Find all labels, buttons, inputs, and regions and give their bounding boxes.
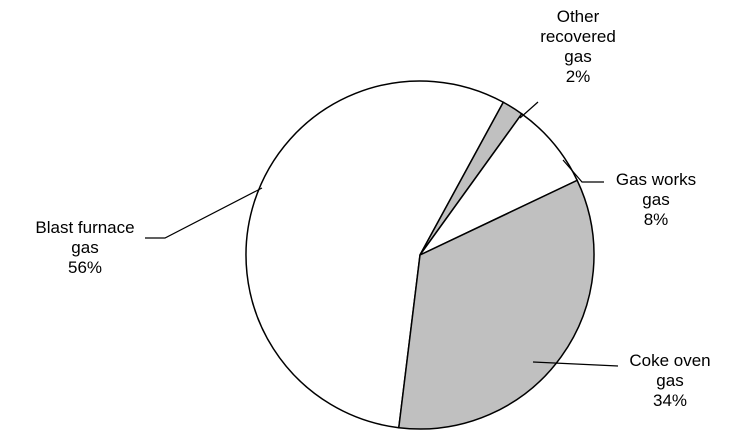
slice-name-line: Other bbox=[557, 7, 600, 26]
slice-label-2: Other recovered gas 2% bbox=[540, 7, 616, 86]
leader-line-4 bbox=[532, 361, 619, 367]
leader-lines bbox=[145, 101, 619, 367]
leader-line-3 bbox=[562, 159, 604, 183]
pie-slice-4 bbox=[397, 179, 595, 430]
slice-label-1: Blast furnace gas 56% bbox=[35, 218, 134, 277]
leader-line-2 bbox=[519, 101, 539, 119]
slice-percent: 2% bbox=[566, 67, 591, 86]
slice-name-line: gas bbox=[564, 47, 591, 66]
slice-name-line: gas bbox=[656, 371, 683, 390]
slice-percent: 56% bbox=[68, 258, 102, 277]
slice-percent: 8% bbox=[644, 210, 669, 229]
pie-slices bbox=[245, 80, 595, 430]
slice-name-line: gas bbox=[642, 190, 669, 209]
leader-line-1 bbox=[145, 187, 263, 239]
slice-percent: 34% bbox=[653, 391, 687, 410]
slice-name-line: gas bbox=[71, 238, 98, 257]
slice-name-line: Blast furnace bbox=[35, 218, 134, 237]
slice-name-line: Coke oven bbox=[629, 351, 710, 370]
slice-labels: Blast furnace gas 56%Other recovered gas 2%Ga… bbox=[35, 7, 710, 410]
slice-label-3: Gas works gas 8% bbox=[616, 170, 696, 229]
slice-name-line: Gas works bbox=[616, 170, 696, 189]
slice-name-line: recovered bbox=[540, 27, 616, 46]
pie-slice-1 bbox=[245, 80, 505, 429]
slice-label-4: Coke oven gas 34% bbox=[629, 351, 710, 410]
